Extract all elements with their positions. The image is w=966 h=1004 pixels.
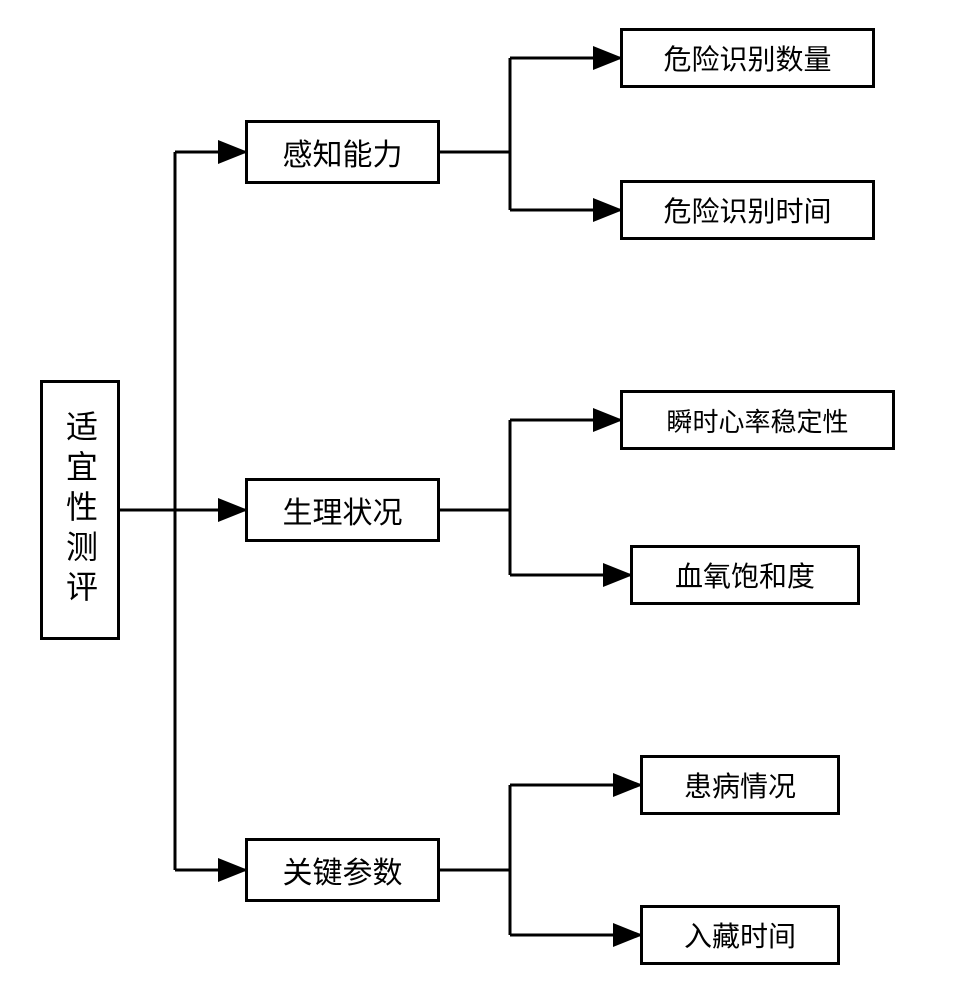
mid-label: 感知能力 — [283, 130, 403, 174]
leaf-node: 患病情况 — [640, 755, 840, 815]
root-node: 适宜性测评 — [40, 380, 120, 640]
mid-node-keyparams: 关键参数 — [245, 838, 440, 902]
leaf-node: 瞬时心率稳定性 — [620, 390, 895, 450]
leaf-label: 患病情况 — [684, 765, 796, 805]
leaf-node: 入藏时间 — [640, 905, 840, 965]
root-label: 适宜性测评 — [57, 410, 103, 610]
leaf-node: 血氧饱和度 — [630, 545, 860, 605]
mid-label: 关键参数 — [283, 848, 403, 892]
mid-node-physiology: 生理状况 — [245, 478, 440, 542]
leaf-label: 血氧饱和度 — [675, 555, 815, 595]
leaf-label: 危险识别时间 — [663, 190, 831, 230]
mid-node-perception: 感知能力 — [245, 120, 440, 184]
leaf-label: 瞬时心率稳定性 — [666, 402, 848, 439]
leaf-label: 入藏时间 — [684, 915, 796, 955]
mid-label: 生理状况 — [283, 488, 403, 532]
leaf-node: 危险识别时间 — [620, 180, 875, 240]
leaf-node: 危险识别数量 — [620, 28, 875, 88]
connector-svg — [0, 0, 966, 1004]
leaf-label: 危险识别数量 — [663, 38, 831, 78]
